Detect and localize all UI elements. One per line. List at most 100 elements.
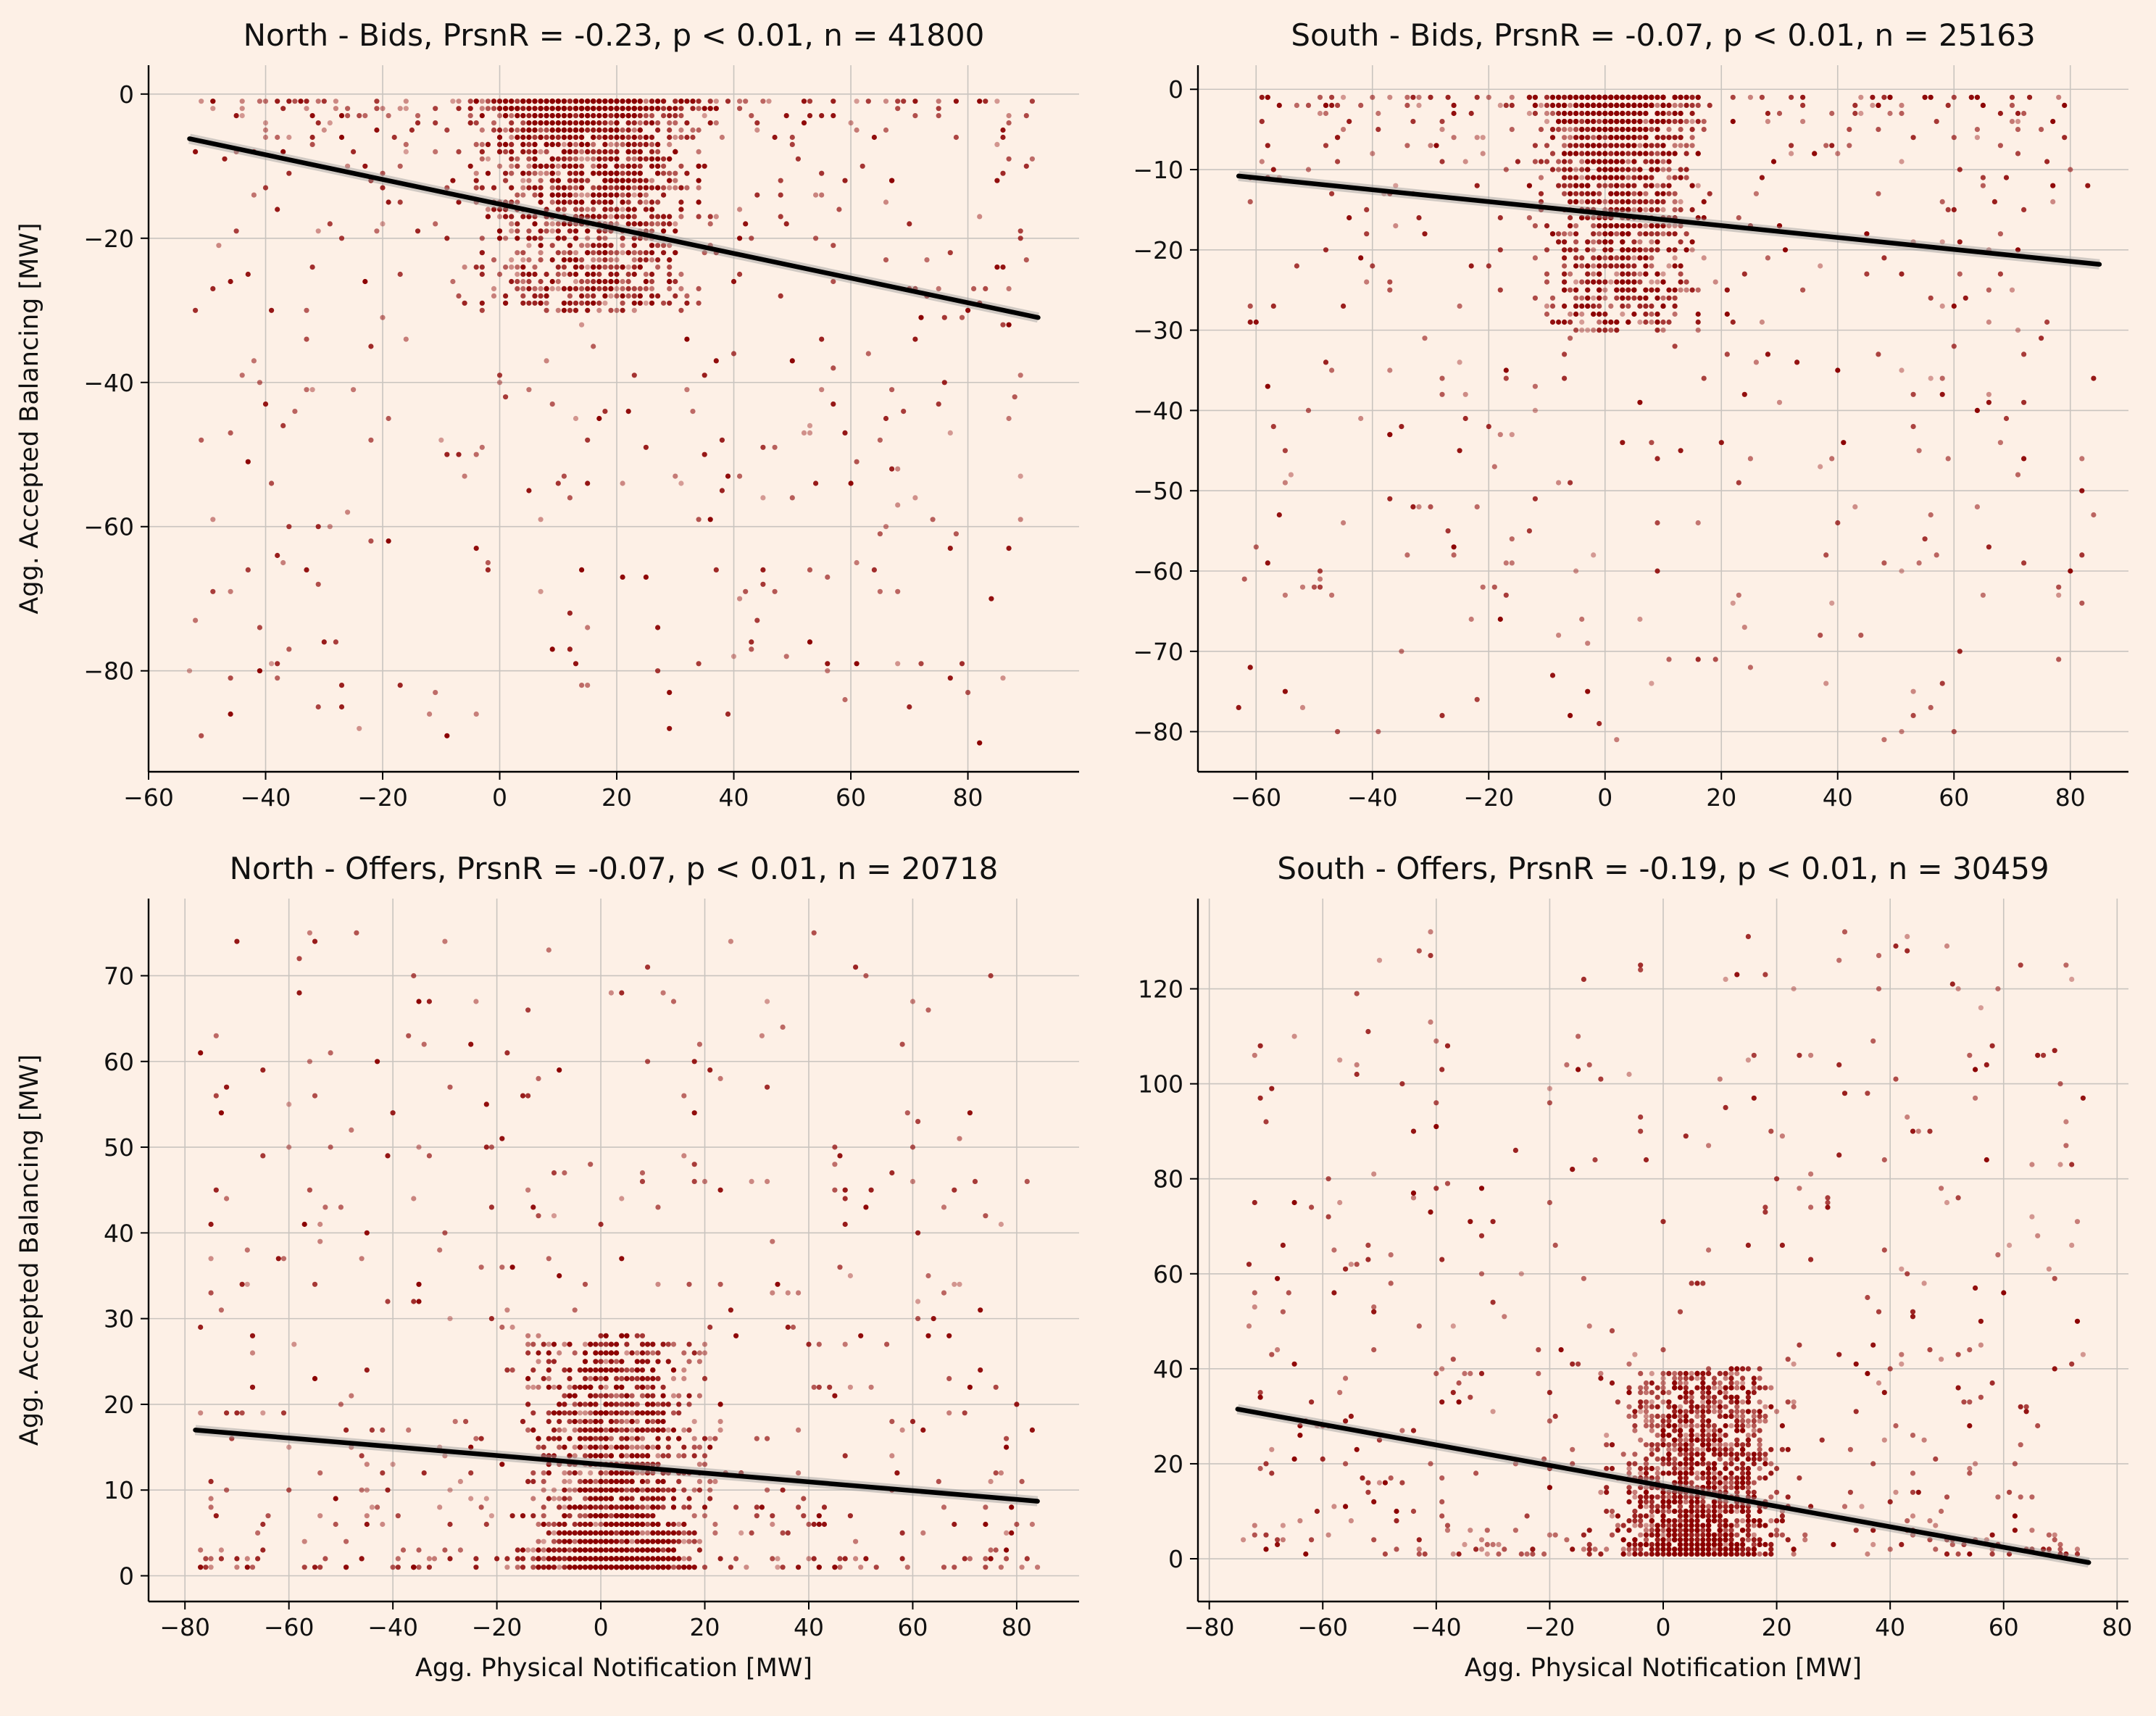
scatter-point xyxy=(1253,319,1259,325)
scatter-point xyxy=(1876,102,1881,108)
scatter-point xyxy=(1404,552,1410,558)
scatter-point xyxy=(2062,102,2068,108)
scatter-point xyxy=(684,387,690,393)
scatter-point xyxy=(602,134,608,141)
scatter-point xyxy=(1591,247,1597,253)
scatter-point xyxy=(1597,110,1602,117)
scatter-point xyxy=(1329,191,1335,196)
scatter-point xyxy=(541,1341,546,1347)
scatter-point xyxy=(719,134,725,141)
scatter-point xyxy=(585,120,591,126)
scatter-point xyxy=(1876,191,1881,196)
scatter-point xyxy=(1666,119,1672,125)
scatter-point xyxy=(485,99,491,104)
scatter-point xyxy=(526,170,532,176)
scatter-point xyxy=(573,170,579,176)
scatter-point xyxy=(526,278,532,285)
scatter-point xyxy=(1585,127,1591,133)
scatter-point xyxy=(1637,151,1643,157)
scatter-point xyxy=(567,106,573,112)
scatter-point xyxy=(1724,287,1730,293)
scatter-point xyxy=(579,265,585,270)
scatter-point xyxy=(643,207,649,212)
scatter-point xyxy=(696,300,702,306)
x-tick-label: −40 xyxy=(1347,783,1398,812)
scatter-point xyxy=(562,1410,567,1416)
scatter-point xyxy=(749,236,754,241)
scatter-point xyxy=(907,221,912,227)
scatter-point xyxy=(1404,143,1410,149)
scatter-point xyxy=(988,596,994,601)
scatter-point xyxy=(625,120,631,126)
scatter-point xyxy=(1282,592,1288,598)
scatter-point xyxy=(530,1384,536,1390)
scatter-point xyxy=(1649,231,1655,237)
scatter-point xyxy=(678,99,684,104)
scatter-point xyxy=(1270,303,1276,309)
scatter-point xyxy=(631,192,637,198)
scatter-point xyxy=(304,567,309,573)
scatter-point xyxy=(631,372,637,378)
scatter-point xyxy=(1672,311,1678,317)
scatter-point xyxy=(649,207,655,212)
scatter-point xyxy=(1649,239,1655,245)
scatter-point xyxy=(965,690,971,696)
scatter-point xyxy=(1672,295,1678,301)
scatter-point xyxy=(1562,151,1568,157)
scatter-point xyxy=(702,250,707,256)
scatter-point xyxy=(1439,391,1445,397)
scatter-point xyxy=(1626,231,1631,237)
scatter-point xyxy=(1573,255,1579,261)
scatter-point xyxy=(807,99,813,104)
scatter-point xyxy=(1549,110,1556,117)
scatter-point xyxy=(696,1462,703,1467)
scatter-point xyxy=(1649,183,1655,188)
scatter-point xyxy=(614,192,620,198)
scatter-point xyxy=(397,199,403,205)
scatter-point xyxy=(1678,271,1683,277)
scatter-point xyxy=(686,1530,692,1536)
scatter-point xyxy=(673,228,678,234)
scatter-point xyxy=(1480,151,1486,157)
scatter-point xyxy=(1439,375,1445,381)
scatter-point xyxy=(614,1410,620,1416)
scatter-point xyxy=(1608,207,1614,212)
scatter-point xyxy=(1568,271,1573,277)
scatter-point xyxy=(544,358,549,364)
scatter-point xyxy=(509,221,515,227)
scatter-point xyxy=(304,99,309,104)
scatter-point xyxy=(625,199,631,205)
scatter-point xyxy=(555,265,561,270)
scatter-point xyxy=(1568,167,1573,172)
scatter-point xyxy=(1689,287,1695,293)
scatter-point xyxy=(602,192,608,198)
scatter-point xyxy=(895,466,901,472)
scatter-point xyxy=(538,517,544,522)
scatter-point xyxy=(509,149,515,154)
scatter-point xyxy=(1029,156,1035,162)
scatter-point xyxy=(667,214,673,220)
scatter-point xyxy=(1614,151,1620,157)
scatter-point xyxy=(1532,110,1538,117)
scatter-point xyxy=(479,236,485,241)
scatter-point xyxy=(585,106,591,112)
scatter-point xyxy=(567,134,573,141)
scatter-point xyxy=(608,286,614,291)
scatter-point xyxy=(496,372,503,378)
scatter-point xyxy=(562,1401,567,1407)
chart-title: North - Bids, PrsnR = -0.23, p < 0.01, n… xyxy=(244,17,985,53)
scatter-point xyxy=(567,199,573,205)
scatter-point xyxy=(1614,127,1620,133)
scatter-point xyxy=(456,293,462,299)
scatter-point xyxy=(199,437,204,443)
scatter-point xyxy=(362,113,368,119)
scatter-point xyxy=(496,380,503,386)
scatter-point xyxy=(520,192,526,198)
scatter-point xyxy=(1591,328,1597,333)
scatter-point xyxy=(579,300,585,306)
scatter-point xyxy=(983,99,988,104)
scatter-point xyxy=(1765,119,1770,125)
scatter-point xyxy=(1457,303,1462,309)
scatter-point xyxy=(712,1530,718,1536)
scatter-point xyxy=(2079,456,2085,462)
